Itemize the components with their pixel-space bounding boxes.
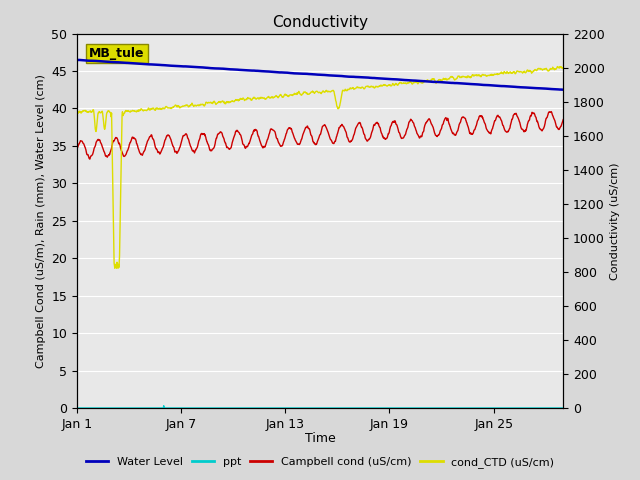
Legend: Water Level, ppt, Campbell cond (uS/cm), cond_CTD (uS/cm): Water Level, ppt, Campbell cond (uS/cm),…: [81, 452, 559, 472]
Y-axis label: Conductivity (uS/cm): Conductivity (uS/cm): [611, 162, 620, 279]
Y-axis label: Campbell Cond (uS/m), Rain (mm), Water Level (cm): Campbell Cond (uS/m), Rain (mm), Water L…: [36, 74, 45, 368]
Title: Conductivity: Conductivity: [272, 15, 368, 30]
Text: MB_tule: MB_tule: [89, 47, 145, 60]
X-axis label: Time: Time: [305, 432, 335, 445]
